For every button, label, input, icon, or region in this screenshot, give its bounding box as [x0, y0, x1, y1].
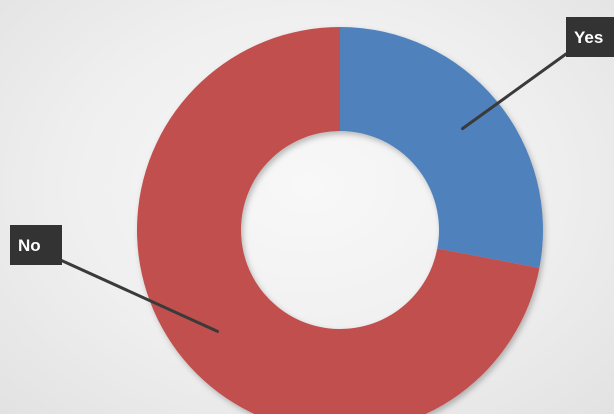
data-label-no: No: [18, 236, 41, 255]
data-label-yes: Yes: [574, 28, 603, 47]
leader-line-no: [54, 256, 219, 333]
slice-no: [137, 27, 540, 414]
callout-box-no: [10, 225, 62, 265]
slice-yes: [340, 27, 543, 269]
callout-box-yes: [566, 17, 614, 57]
leader-line-yes: [461, 52, 568, 131]
